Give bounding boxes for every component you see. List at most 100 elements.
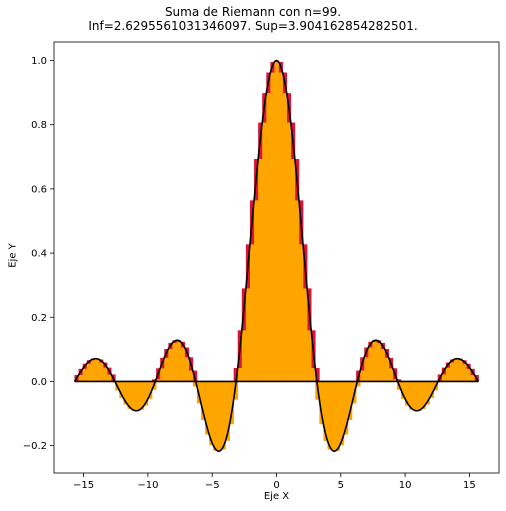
lower-sum-bar xyxy=(258,159,263,382)
lower-sum-bar xyxy=(205,381,210,435)
lower-sum-bar xyxy=(380,349,385,382)
lower-sum-bar xyxy=(400,381,406,399)
lower-sum-bar xyxy=(335,381,341,451)
lower-sum-bar xyxy=(94,359,100,382)
lower-sum-bar xyxy=(298,244,304,382)
lower-sum-bar xyxy=(135,381,141,411)
lower-sum-bar xyxy=(388,368,394,382)
x-axis-label: Eje X xyxy=(263,491,290,502)
upper-sum-bar xyxy=(396,379,402,382)
plot-area xyxy=(53,41,500,474)
lower-sum-bar xyxy=(82,368,88,382)
lower-sum-bar xyxy=(331,381,336,452)
y-tick-label: −0.2 xyxy=(23,441,47,452)
lower-sum-bar xyxy=(266,93,271,382)
lower-sum-bar xyxy=(364,357,369,382)
chart-title-line-2: Inf=2.6295561031346097. Sup=3.9041628542… xyxy=(88,19,418,33)
lower-sum-bar xyxy=(466,368,471,382)
lower-sum-bar xyxy=(103,367,108,382)
lower-sum-bar xyxy=(356,381,361,387)
lower-sum-bar xyxy=(172,342,177,382)
lower-sum-bar xyxy=(384,357,390,382)
lower-sum-bar xyxy=(458,360,463,382)
lower-sum-bar xyxy=(327,381,332,450)
lower-sum-bar xyxy=(449,362,455,382)
lower-sum-bar xyxy=(278,72,283,382)
lower-sum-bar xyxy=(270,72,275,382)
lower-sum-bar xyxy=(454,359,459,382)
lower-sum-bar xyxy=(241,330,247,382)
lower-sum-bar xyxy=(445,367,451,382)
x-tick-label: 5 xyxy=(338,480,344,491)
lower-sum-bar xyxy=(249,244,255,382)
lower-sum-bar xyxy=(200,381,206,420)
lower-sum-bar xyxy=(307,330,312,382)
lower-sum-bar xyxy=(368,347,373,382)
lower-sum-bar xyxy=(339,381,345,446)
lower-sum-bar xyxy=(413,381,418,411)
lower-sum-bar xyxy=(160,368,165,382)
x-tick-label: −15 xyxy=(73,480,94,491)
upper-sum-bar xyxy=(360,357,365,382)
lower-sum-bar xyxy=(86,363,92,382)
lower-sum-bar xyxy=(237,367,243,382)
lower-sum-bar xyxy=(262,122,267,382)
lower-sum-bar xyxy=(462,363,467,382)
upper-sum-bar xyxy=(233,367,239,382)
lower-sum-bar xyxy=(372,341,377,382)
lower-sum-bar xyxy=(147,381,153,399)
upper-sum-bar xyxy=(188,357,194,382)
lower-sum-bar xyxy=(107,374,112,382)
lower-sum-bar xyxy=(441,374,447,382)
upper-sum-bar xyxy=(237,330,243,382)
x-tick-label: 15 xyxy=(463,480,476,491)
lower-sum-bar xyxy=(343,381,349,435)
lower-sum-bar xyxy=(245,288,251,382)
y-tick-label: 0.2 xyxy=(31,313,47,324)
lower-sum-bar xyxy=(470,374,475,382)
lower-sum-bar xyxy=(164,357,169,382)
lower-sum-bar xyxy=(127,381,132,409)
lower-sum-bar xyxy=(176,341,181,382)
y-tick-label: 1.0 xyxy=(31,56,47,67)
lower-sum-bar xyxy=(282,93,288,382)
upper-sum-bar xyxy=(315,367,320,382)
lower-sum-bar xyxy=(303,288,308,382)
y-tick-label: 0.8 xyxy=(31,120,47,131)
lower-sum-bar xyxy=(217,381,222,452)
x-tick-label: −5 xyxy=(205,480,220,491)
lower-sum-bar xyxy=(188,370,194,382)
lower-sum-bar xyxy=(290,159,296,382)
y-axis: −0.2 0.0 0.2 0.4 0.6 0.8 1.0 xyxy=(23,56,54,452)
lower-sum-bar xyxy=(323,381,328,441)
y-tick-label: 0.6 xyxy=(31,184,47,195)
x-tick-label: 0 xyxy=(273,480,279,491)
lower-sum-bar xyxy=(319,381,324,425)
lower-sum-bar xyxy=(274,61,279,382)
function-curve xyxy=(73,59,480,452)
lower-sum-bar xyxy=(213,381,218,451)
lower-sum-bar xyxy=(405,381,410,406)
lower-sum-bar xyxy=(78,374,83,382)
lower-sum-bar xyxy=(221,381,226,450)
lower-sum-bar xyxy=(417,381,422,411)
lower-sum-bar xyxy=(139,381,145,410)
lower-sum-bar xyxy=(311,367,316,382)
lower-sum-bar xyxy=(347,381,353,420)
lower-sum-bar xyxy=(294,200,300,382)
lower-sum-bar xyxy=(286,122,292,382)
x-tick-label: 10 xyxy=(399,480,412,491)
lower-sum-bar xyxy=(168,349,173,382)
lower-sum-bar xyxy=(254,200,259,382)
lower-sum-bar xyxy=(90,360,96,382)
lower-sum-bar xyxy=(131,381,136,411)
chart-title-line-1: Suma de Riemann con n=99. xyxy=(164,5,342,19)
y-axis-label: Eje Y xyxy=(7,243,19,268)
lower-sum-bar xyxy=(233,381,239,400)
lower-sum-bar xyxy=(376,342,381,382)
lower-sum-bar xyxy=(98,362,104,382)
lower-sum-bar xyxy=(184,357,190,382)
lower-sum-bar xyxy=(392,379,398,382)
y-tick-label: 0.0 xyxy=(31,377,47,388)
